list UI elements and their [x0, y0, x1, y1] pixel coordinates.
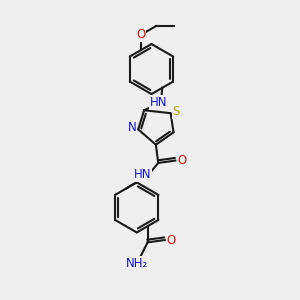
Text: N: N: [128, 122, 137, 134]
Text: O: O: [136, 28, 145, 41]
Text: NH₂: NH₂: [126, 257, 148, 270]
Text: O: O: [167, 233, 176, 247]
Text: HN: HN: [150, 96, 167, 109]
Text: S: S: [172, 105, 180, 118]
Text: HN: HN: [134, 168, 152, 181]
Text: O: O: [177, 154, 186, 167]
